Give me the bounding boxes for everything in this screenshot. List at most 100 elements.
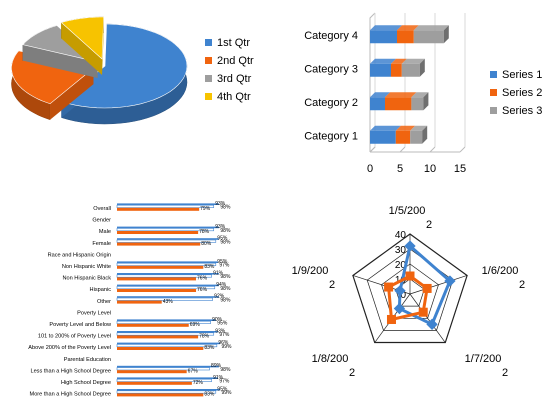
category-label-2: Category 2: [304, 97, 358, 109]
row-label: Female: [92, 241, 111, 247]
x-tick-label: 15: [454, 163, 466, 175]
radar-marker: [426, 318, 438, 330]
legend-label-2: 2nd Qtr: [217, 55, 254, 67]
bar-1-3: [410, 125, 428, 144]
radar-series-2: [384, 271, 432, 324]
bar-group: 91% 76% 98%: [116, 270, 231, 282]
radar-tick-label: 30: [395, 245, 407, 256]
percent-bar-chart-panel: Overall 93% 79% 98% Gender Male 93% 78% 98% Femal…: [0, 190, 280, 412]
bar-group: 89% 67% 98%: [116, 363, 231, 374]
radar-chart: 0102030401/5/20021/6/20021/7/20021/8/200…: [292, 205, 525, 379]
bar-front: [370, 63, 391, 77]
value-label-b: 95%: [217, 259, 228, 265]
radar-spoke: [409, 293, 446, 343]
legend-label-4: 4th Qtr: [217, 91, 251, 103]
bar-front: [410, 130, 423, 144]
bar-series-a: [117, 277, 197, 281]
radar-axis-label-4-line2: 2: [349, 367, 355, 379]
bar-front: [395, 130, 411, 144]
row-label: Parental Education: [64, 357, 111, 363]
percent-bar-chart: Overall 93% 79% 98% Gender Male 93% 78% 98% Femal…: [28, 201, 232, 398]
radar-gridline: [381, 263, 439, 319]
category-label-3: Category 3: [304, 63, 358, 75]
bar-top: [370, 58, 396, 64]
bar-series-b: [116, 274, 212, 278]
value-label-c: 98%: [220, 205, 231, 211]
bar-series-b: [116, 344, 218, 348]
bar-top: [401, 58, 425, 64]
bar-4-1: [370, 25, 402, 44]
bar-series-b: [116, 332, 215, 336]
value-label-c: 98%: [220, 228, 231, 234]
radar-tick-label: 40: [395, 230, 407, 241]
value-label-c: 98%: [220, 297, 231, 303]
legend-swatch-series-3: [490, 107, 497, 114]
value-label-b: 94%: [216, 282, 227, 288]
row-label: Poverty Level and Below: [49, 322, 112, 328]
value-label-a: 83%: [204, 345, 215, 351]
legend-label-series-1: Series 1: [502, 69, 542, 81]
radar-gridline: [366, 248, 454, 331]
bar-group: 96%83% 99%: [116, 340, 232, 351]
bar-front: [385, 97, 412, 111]
value-label-a: 43%: [163, 299, 174, 305]
bar-series-a: [117, 347, 204, 350]
value-label-b: 96%: [218, 340, 229, 346]
value-label-a: 80%: [201, 241, 212, 247]
bar-front: [413, 30, 444, 44]
bar-group: 93% 79% 98%: [116, 201, 231, 212]
bar-series-a: [117, 300, 162, 304]
value-label-c: 98%: [220, 286, 231, 292]
bar-series-c: [117, 319, 216, 321]
row-label: Above 200% of the Poverty Level: [28, 345, 111, 351]
bar-series-b: [116, 204, 215, 208]
bar-series-c: [117, 203, 219, 205]
value-label-a: 78%: [199, 229, 210, 235]
bar-1-2: [395, 125, 416, 144]
bar-series-c: [117, 226, 219, 229]
bar-series-b: [116, 390, 217, 394]
radar-chart-panel: 0 10 20 30 40 1/5/200 2 1/6/200 2 1/7/200 2 1/8/200…: [280, 190, 550, 412]
pie-chart-panel: 1st Qtr 2nd Qtr 3rd Qtr 4th Qtr: [0, 0, 280, 140]
bar-group: 95%83% 97%: [116, 259, 230, 270]
value-label-b: 92%: [214, 294, 225, 300]
row-label: Gender: [92, 218, 111, 224]
bar-front: [397, 30, 414, 44]
value-label-a: 79%: [200, 206, 211, 212]
x-tick-label: 0: [367, 163, 373, 175]
radar-axis-label-3-line2: 2: [502, 367, 508, 379]
bar-series-c: [117, 342, 220, 345]
radar-axis-label-5-line2: 2: [329, 279, 335, 291]
row-label: More than a High School Degree: [30, 392, 111, 398]
radar-tick-label: 0: [400, 290, 406, 301]
value-label-b: 93%: [215, 201, 226, 207]
row-label: Hispanic: [90, 287, 112, 293]
row-label: 101 to 200% of Poverty Level: [38, 334, 111, 340]
gridline-floor: [369, 146, 376, 153]
bar-1-1: [370, 125, 401, 144]
value-label-c: 98%: [220, 239, 231, 245]
value-label-c: 98%: [220, 367, 231, 373]
category-label-4: Category 4: [304, 30, 358, 42]
radar-marker: [422, 283, 432, 293]
bar-top: [410, 125, 428, 131]
radar-axis-label-1-line1: 1/5/200: [389, 205, 426, 217]
bar-top: [391, 58, 407, 64]
row-label: Non Hispanic White: [62, 264, 111, 270]
bar-series-c: [117, 284, 219, 287]
value-label-a: 67%: [188, 368, 199, 374]
bar-series-a: [117, 335, 199, 339]
bar-top: [370, 125, 401, 131]
bar-top: [413, 25, 449, 31]
radar-tick-label: 20: [395, 260, 407, 271]
pie-slice-top: [60, 23, 188, 109]
value-label-b: 95%: [217, 236, 228, 242]
bar-3-1: [370, 58, 396, 77]
bar-series-a: [117, 242, 201, 246]
value-label-b: 93%: [215, 328, 226, 334]
value-label-a: 83%: [204, 264, 215, 270]
bar-group: 90% 69% 95%: [116, 317, 228, 328]
bar-2-3: [411, 92, 429, 111]
bar-group: 91% 72% 97%: [116, 375, 230, 386]
bar-series-c: [117, 238, 219, 240]
